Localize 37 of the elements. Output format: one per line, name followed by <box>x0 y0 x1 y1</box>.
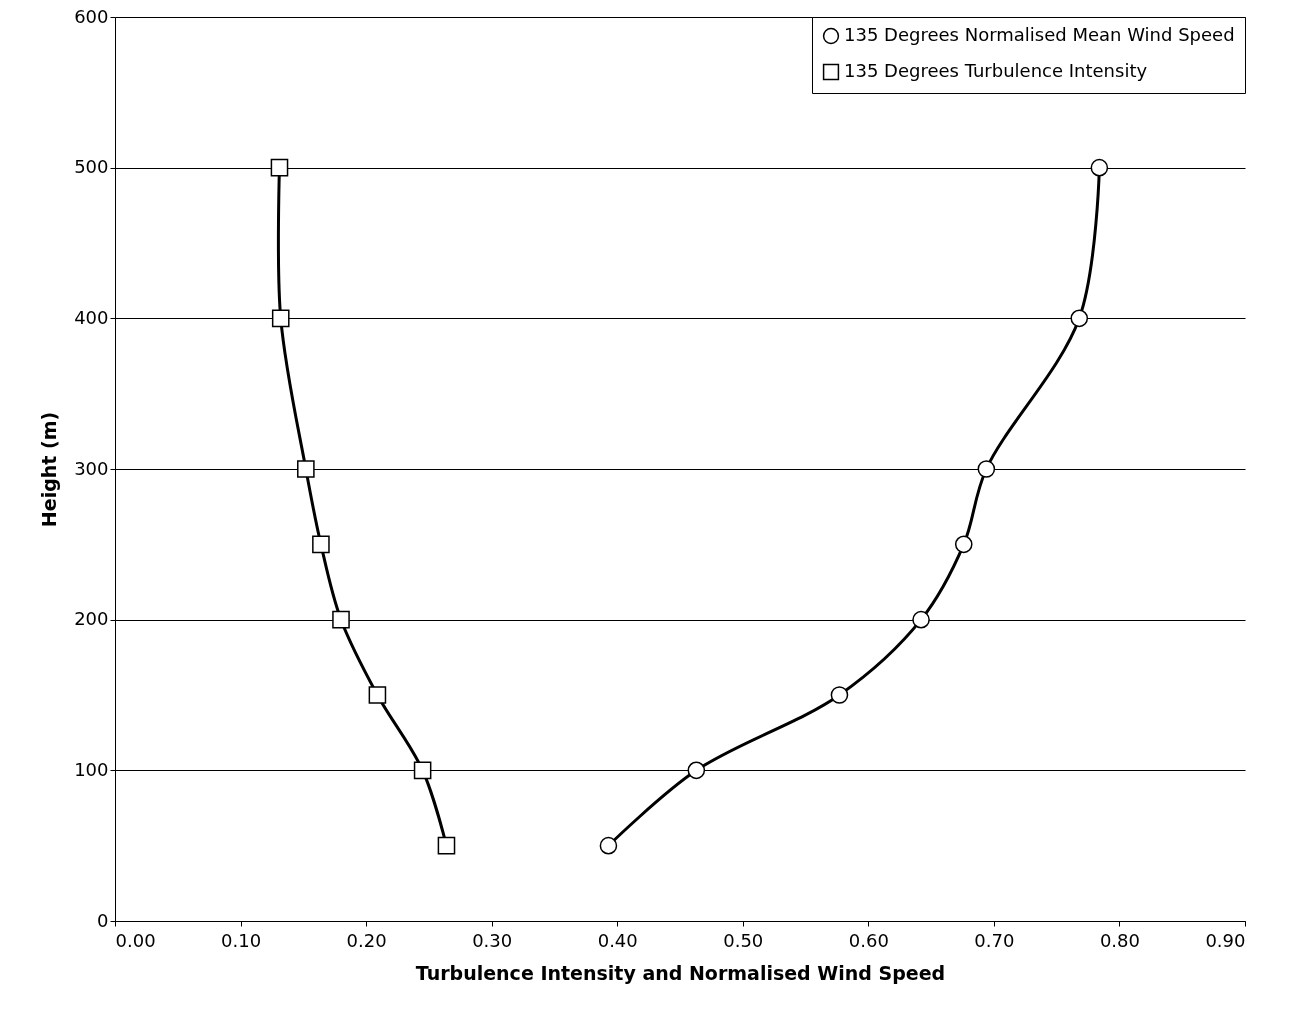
y-axis-title: Height (m) <box>38 411 61 528</box>
x-tick-label: 0.40 <box>597 929 638 951</box>
point <box>830 686 849 704</box>
point <box>912 610 930 629</box>
x-tick-label: 0.20 <box>346 929 387 951</box>
x-tick-label: 0.70 <box>974 929 1015 951</box>
legend-label: 135 Degrees Normalised Mean Wind Speed <box>844 24 1235 45</box>
point <box>599 836 618 855</box>
y-tick-label: 500 <box>74 156 109 178</box>
x-tick-label: 0.60 <box>848 929 889 951</box>
point <box>687 761 706 780</box>
point <box>297 460 315 478</box>
point <box>312 535 330 554</box>
y-tick-label: 400 <box>74 306 109 328</box>
point <box>977 460 996 478</box>
x-tick-label: 0.50 <box>723 929 764 951</box>
point <box>270 158 289 177</box>
x-tick-label: 0.30 <box>472 929 513 951</box>
point <box>271 309 290 328</box>
y-tick-label: 100 <box>74 758 109 780</box>
x-axis-title: Turbulence Intensity and Normalised Wind Speed <box>415 961 946 984</box>
point <box>413 761 432 780</box>
point <box>954 535 973 554</box>
point <box>1090 158 1109 177</box>
y-tick-label: 300 <box>74 457 109 479</box>
point <box>368 686 387 704</box>
point <box>332 610 350 629</box>
point <box>437 836 456 855</box>
legend-label: 135 Degrees Turbulence Intensity <box>844 60 1148 81</box>
x-tick-label: 0.00 <box>115 929 156 951</box>
y-tick-label: 200 <box>74 608 109 630</box>
y-tick-label: 0 <box>97 909 109 931</box>
y-tick-label: 600 <box>74 5 109 27</box>
point <box>1070 309 1089 328</box>
x-tick-label: 0.90 <box>1205 929 1246 951</box>
x-tick-label: 0.10 <box>221 929 262 951</box>
x-tick-label: 0.80 <box>1099 929 1140 951</box>
